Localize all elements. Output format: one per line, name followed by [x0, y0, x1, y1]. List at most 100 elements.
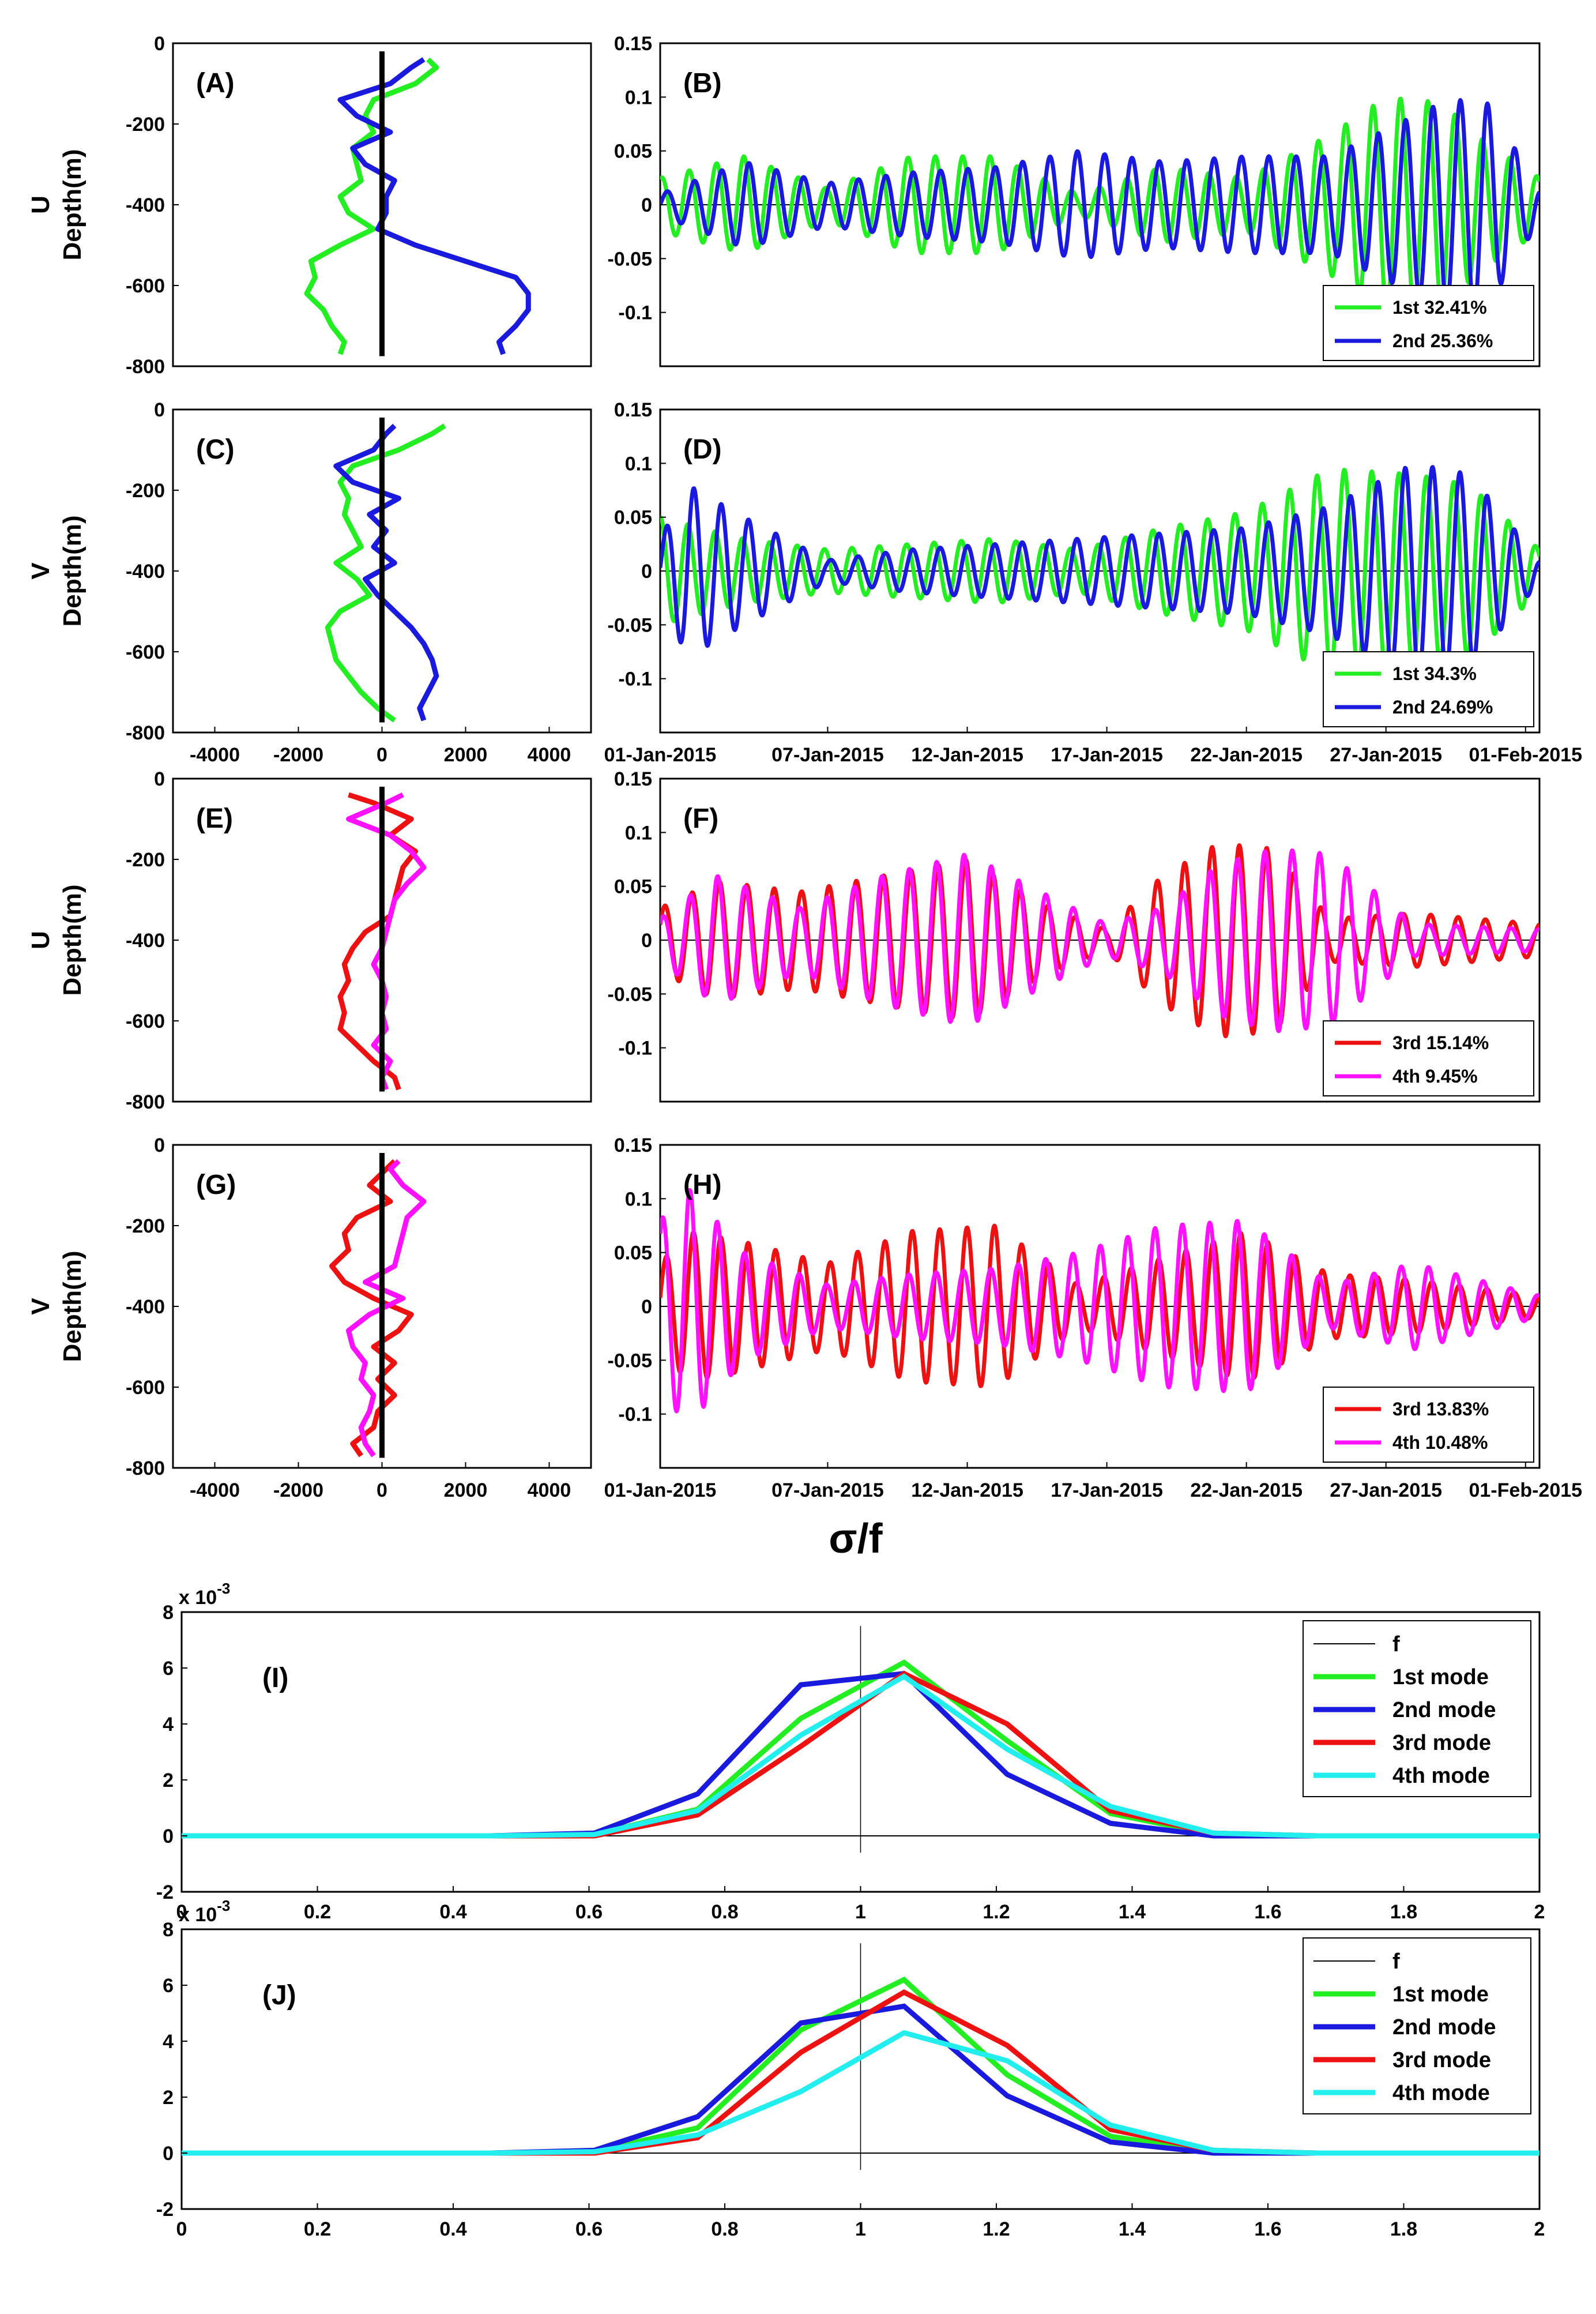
- y-tick-label: -400: [126, 194, 165, 216]
- panel-label: (G): [196, 1170, 236, 1200]
- profile-line-4th: [346, 1159, 427, 1457]
- legend-label: 1st 34.3%: [1392, 663, 1477, 684]
- legend-label: 1st mode: [1392, 1982, 1489, 2007]
- y-axis-label: Depth(m): [58, 149, 86, 260]
- legend: 1st 32.41% 2nd 25.36%: [1323, 285, 1534, 361]
- legend-label: 2nd 25.36%: [1392, 330, 1493, 351]
- x-tick-label: 4000: [528, 744, 571, 766]
- y-tick-label: -600: [126, 1011, 165, 1032]
- row-label: U: [27, 196, 55, 214]
- legend: f 1st mode 2nd mode 3rd mode 4th mode: [1303, 1620, 1531, 1797]
- y-tick-label: 0: [163, 2143, 174, 2165]
- y-tick-label: 2: [163, 1770, 174, 1791]
- y-tick-label: -600: [126, 641, 165, 663]
- y-tick-label: 0: [641, 930, 652, 952]
- x-tick-label: 1.6: [1254, 2218, 1281, 2240]
- x-tick-label: 0: [377, 744, 387, 766]
- y-tick-label: 0.15: [614, 768, 652, 790]
- y-scale-label: x 10-3: [179, 1580, 230, 1609]
- legend-label: 2nd 24.69%: [1392, 697, 1493, 718]
- legend-box: [1323, 1020, 1534, 1096]
- panel-label: (J): [262, 1980, 296, 2011]
- figure-title: σ/f: [829, 1516, 883, 1562]
- legend: 3rd 13.83% 4th 10.48%: [1323, 1387, 1534, 1463]
- legend-label: 4th 10.48%: [1392, 1432, 1488, 1453]
- y-tick-label: -0.1: [618, 1404, 652, 1426]
- y-tick-label: 0: [154, 768, 165, 790]
- x-tick-label: 1.4: [1119, 1901, 1146, 1923]
- axes-layer: 0-200-400-600-800(A)U Depth(m) 0 -200 -400 -6…: [27, 33, 1582, 2240]
- chart-A: 0 -200 -400 -600 -800 (A) U Depth(m): [27, 33, 592, 378]
- panel-label: (H): [683, 1170, 722, 1200]
- y-tick-label: -400: [126, 930, 165, 952]
- legend: f 1st mode 2nd mode 3rd mode 4th mode: [1303, 1937, 1531, 2114]
- chart-G: 0 -200 -400 -600 -800 -4000 -2000 0 2000 4000 (G) V…: [27, 1135, 592, 1501]
- x-tick-label: 0.2: [304, 2218, 331, 2240]
- legend-label: 4th mode: [1392, 2081, 1490, 2105]
- x-tick-label: 1.6: [1254, 1901, 1281, 1923]
- y-tick-label: 4: [163, 1714, 174, 1735]
- chart-B: 0.15 0.1 0.05 0 -0.05 -0.1 (B) 1st 32.41% 2nd 25…: [608, 33, 1541, 367]
- time-series-4th: [660, 848, 1539, 1034]
- legend-label: 1st mode: [1392, 1665, 1489, 1689]
- x-tick-label: 2000: [444, 1479, 488, 1501]
- x-tick-label: 1.2: [983, 2218, 1010, 2240]
- x-tick-label: 0: [176, 2218, 187, 2240]
- plot-marks: [304, 51, 531, 356]
- x-tick-label: 1.8: [1390, 2218, 1417, 2240]
- time-series-2nd: [660, 98, 1539, 313]
- plot-marks: [337, 787, 427, 1092]
- y-axis-label: Depth(m): [58, 1250, 86, 1362]
- legend-label: 3rd 13.83%: [1392, 1399, 1489, 1419]
- x-tick-label: 0.8: [711, 2218, 738, 2240]
- x-tick-label: 0.2: [304, 1901, 331, 1923]
- profile-line-1st: [325, 423, 446, 723]
- y-scale-exponent: -3: [217, 1580, 230, 1597]
- chart-C: 0 -200 -400 -600 -800 -4000 -2000 0 2000 4000 (C) V…: [27, 399, 592, 766]
- y-tick-label: 8: [163, 1602, 174, 1624]
- legend-label: f: [1392, 1632, 1400, 1656]
- y-tick-label: 0.05: [614, 507, 652, 529]
- plot-marks: [660, 843, 1539, 1039]
- y-tick-label: 0.1: [625, 453, 652, 475]
- x-tick-label: 01-Feb-2015: [1469, 744, 1583, 766]
- y-tick-label: 0: [641, 1296, 652, 1318]
- y-tick-label: 4: [163, 2031, 174, 2053]
- y-tick-label: -0.05: [608, 614, 653, 636]
- plot-marks: [660, 96, 1539, 314]
- y-axis-label: Depth(m): [58, 884, 86, 996]
- x-tick-label: 1.2: [983, 1901, 1010, 1923]
- y-tick-label: 0.05: [614, 141, 652, 163]
- x-tick-label: 22-Jan-2015: [1190, 744, 1303, 766]
- y-tick-label: -200: [126, 1215, 165, 1237]
- plot-marks: [325, 418, 446, 723]
- row-label: V: [27, 562, 55, 580]
- y-tick-label: 0.1: [625, 822, 652, 844]
- row-label: V: [27, 1298, 55, 1315]
- x-tick-label: 27-Jan-2015: [1330, 744, 1442, 766]
- x-tick-label: 17-Jan-2015: [1051, 744, 1163, 766]
- legend-label: 3rd mode: [1392, 1731, 1491, 1755]
- x-tick-label: 2000: [444, 744, 488, 766]
- y-tick-label: 6: [163, 1658, 174, 1680]
- y-tick-label: -200: [126, 849, 165, 871]
- x-tick-label: 01-Jan-2015: [604, 744, 717, 766]
- plot-marks: [182, 1626, 1539, 1853]
- x-tick-label: 12-Jan-2015: [911, 744, 1023, 766]
- x-tick-label: 01-Jan-2015: [604, 1479, 717, 1501]
- x-tick-label: 22-Jan-2015: [1190, 1479, 1303, 1501]
- x-tick-label: 17-Jan-2015: [1051, 1479, 1163, 1501]
- panel-label: (D): [683, 434, 722, 465]
- profile-line-2nd: [337, 57, 531, 355]
- legend: 1st 34.3% 2nd 24.69%: [1323, 651, 1534, 727]
- y-tick-label: 0.15: [614, 399, 652, 421]
- legend: 3rd 15.14% 4th 9.45%: [1323, 1020, 1534, 1096]
- x-tick-label: 0: [176, 1901, 187, 1923]
- x-tick-label: 07-Jan-2015: [771, 744, 884, 766]
- legend-box: [1303, 1937, 1531, 2114]
- legend-label: f: [1392, 1949, 1400, 1974]
- y-tick-label: -800: [126, 356, 165, 378]
- x-tick-label: 0.6: [575, 2218, 603, 2240]
